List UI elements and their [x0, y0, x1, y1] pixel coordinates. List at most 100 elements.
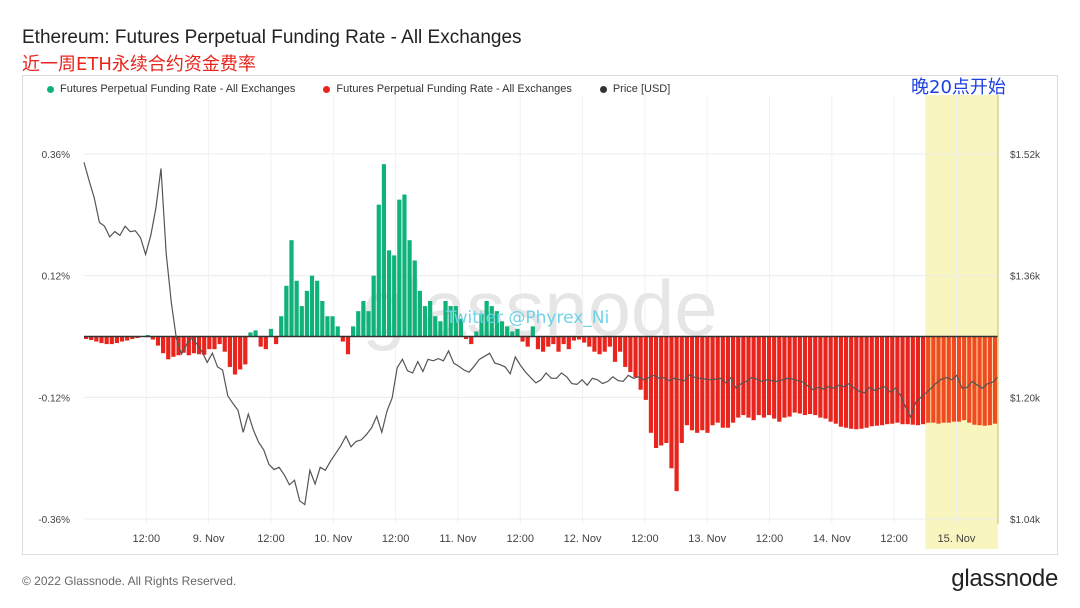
y-left-tick-label: 0.12% [42, 272, 70, 283]
funding-bar-negative [977, 336, 982, 426]
funding-bar-positive [299, 306, 304, 337]
funding-bar-negative [777, 336, 782, 422]
funding-bar-negative [705, 336, 710, 433]
funding-bar-negative [587, 336, 592, 347]
funding-bar-negative [941, 336, 946, 423]
glassnode-logo: glassnode [951, 565, 1058, 592]
funding-bar-negative [166, 336, 171, 360]
funding-bar-negative [212, 336, 217, 350]
legend-item-price[interactable]: Price [USD] [599, 83, 670, 95]
funding-bar-negative [556, 336, 561, 352]
funding-bar-negative [243, 336, 248, 365]
x-tick-label: 15. Nov [937, 533, 975, 545]
funding-bar-positive [448, 306, 453, 337]
funding-bar-positive [392, 255, 397, 337]
funding-bar-negative [643, 336, 648, 400]
funding-bar-negative [161, 336, 166, 354]
funding-bar-negative [915, 336, 921, 426]
funding-bar-negative [602, 336, 607, 352]
funding-bar-negative [263, 336, 268, 350]
legend-dot-black [599, 85, 607, 93]
funding-bar-negative [859, 336, 864, 429]
legend-item-positive-funding[interactable]: Futures Perpetual Funding Rate - All Exc… [47, 83, 295, 95]
funding-bar-negative [879, 336, 885, 426]
funding-bar-positive [407, 240, 412, 337]
funding-bar-positive [371, 275, 376, 337]
funding-bar-negative [951, 336, 956, 422]
funding-bar-negative [89, 336, 94, 341]
funding-bar-negative [792, 336, 797, 413]
funding-bar-positive [361, 301, 366, 337]
x-tick-label: 14. Nov [813, 533, 851, 545]
funding-bar-negative [987, 336, 992, 426]
funding-bar-negative [823, 336, 828, 419]
funding-bar-positive [530, 326, 535, 337]
legend-dot-red [323, 85, 331, 93]
funding-bar-negative [725, 336, 731, 428]
funding-bar-positive [268, 328, 274, 337]
funding-bar-negative [150, 336, 155, 340]
funding-bar-negative [130, 336, 135, 340]
funding-bar-negative [191, 336, 197, 354]
funding-bar-positive [315, 280, 320, 337]
funding-bar-positive [428, 301, 433, 337]
funding-bar-positive [417, 290, 422, 337]
funding-bar-negative [535, 336, 541, 350]
funding-bar-positive [376, 204, 381, 337]
funding-bar-negative [463, 336, 469, 340]
funding-bar-negative [843, 336, 849, 428]
funding-bar-negative [772, 336, 777, 419]
funding-bar-positive [510, 331, 515, 337]
funding-bar-negative [936, 336, 941, 424]
funding-bar-negative [700, 336, 705, 431]
funding-bar-negative [946, 336, 951, 423]
funding-bar-negative [746, 336, 751, 418]
funding-bar-negative [695, 336, 700, 433]
funding-bar-positive [433, 316, 438, 337]
funding-bar-positive [412, 260, 417, 337]
funding-bar-negative [874, 336, 879, 426]
chart-legend: Futures Perpetual Funding Rate - All Exc… [47, 83, 670, 95]
funding-bar-negative [972, 336, 977, 425]
funding-bar-negative [813, 336, 818, 416]
funding-bar-negative [607, 336, 612, 347]
funding-bar-positive [279, 316, 284, 337]
x-tick-label: 9. Nov [193, 533, 225, 545]
x-tick-label: 12. Nov [564, 533, 602, 545]
funding-bar-negative [125, 336, 130, 341]
funding-bar-negative [730, 336, 736, 423]
y-left-tick-label: 0.36% [42, 150, 70, 161]
funding-bar-negative [982, 336, 987, 426]
legend-item-negative-funding[interactable]: Futures Perpetual Funding Rate - All Exc… [323, 83, 572, 95]
funding-bar-negative [340, 336, 345, 342]
funding-bar-positive [330, 316, 335, 337]
funding-bar-positive [325, 316, 330, 337]
funding-bar-negative [741, 336, 746, 416]
chart-panel [22, 75, 1058, 555]
funding-bar-positive [294, 280, 299, 337]
funding-bar-negative [258, 336, 263, 347]
funding-bar-negative [217, 336, 222, 345]
funding-bar-negative [967, 336, 972, 423]
legend-dot-green [47, 85, 54, 93]
funding-bar-negative [119, 336, 125, 342]
funding-bar-negative [838, 336, 844, 427]
funding-bar-positive [356, 311, 361, 337]
funding-bar-negative [962, 336, 967, 421]
x-tick-label: 12:00 [382, 533, 410, 545]
funding-bar-positive [479, 313, 484, 337]
highlight-annotation: 晚20点开始 [911, 77, 1006, 98]
funding-bar-negative [808, 336, 813, 415]
funding-bar-positive [366, 311, 371, 337]
x-tick-label: 12:00 [756, 533, 784, 545]
funding-bar-negative [99, 336, 104, 344]
x-tick-label: 12:00 [506, 533, 534, 545]
funding-bar-negative [207, 336, 212, 350]
funding-bar-positive [402, 194, 407, 337]
y-right-tick-label: $1.36k [1010, 272, 1041, 283]
funding-bar-negative [186, 336, 191, 356]
funding-bar-negative [571, 336, 577, 341]
funding-bar-negative [797, 336, 802, 414]
funding-bar-negative [910, 336, 915, 425]
